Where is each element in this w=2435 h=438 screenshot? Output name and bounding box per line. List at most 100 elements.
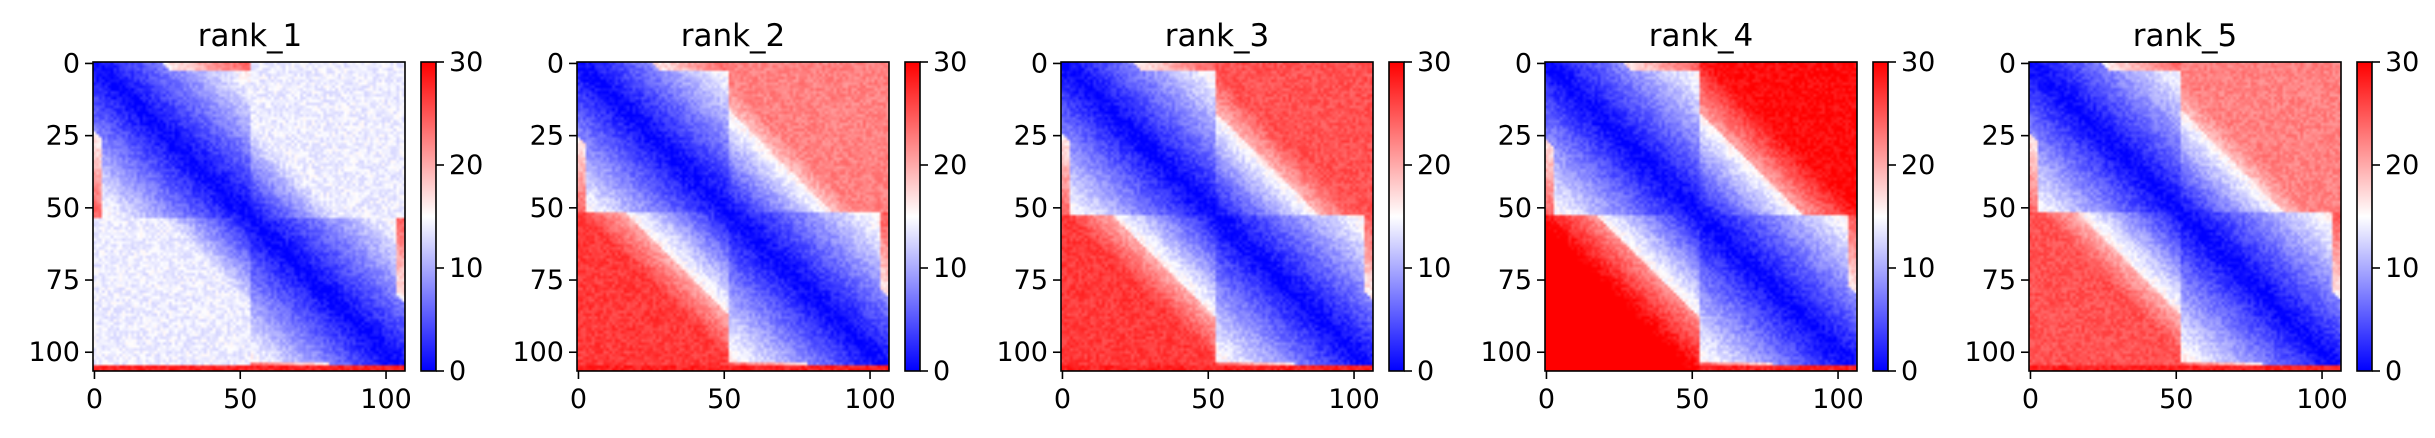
colorbar-tick-label: 20 [2385,150,2419,181]
colorbar-tick-label: 10 [1901,253,1935,284]
colorbar-axis: 0 10 20 30 [436,47,483,387]
colorbar-frame [904,61,921,372]
y-tick-label: 25 [1014,121,1048,152]
y-axis: 0 25 50 75 100 [1480,48,1545,368]
y-tick-label: 50 [1014,193,1048,224]
colorbar-frame [2356,61,2373,372]
colorbar-frame [420,61,437,372]
panel-rank-3: rank_3 0 50 100 0 25 50 75 100 0 10 20 30 [996,18,1451,415]
colorbar-tick-label: 10 [933,253,967,284]
heatmap-image [93,62,405,371]
colorbar-tick-label: 0 [1417,356,1434,387]
colorbar-tick-label: 0 [2385,356,2402,387]
colorbar-tick-label: 30 [933,47,967,78]
y-axis: 0 25 50 75 100 [28,48,93,368]
colorbar-axis: 0 10 20 30 [1404,47,1451,387]
y-tick-label: 75 [1014,265,1048,296]
colorbar [1389,62,1404,371]
x-tick-label: 0 [86,384,103,415]
x-tick-label: 50 [1675,384,1709,415]
y-tick-label: 0 [1999,48,2016,79]
y-tick-label: 100 [512,337,564,368]
y-tick-label: 100 [28,337,80,368]
y-tick-label: 25 [46,121,80,152]
x-tick-label: 0 [1054,384,1071,415]
panel-title: rank_3 [1165,18,1270,54]
y-tick-label: 75 [530,265,564,296]
colorbar-axis: 0 10 20 30 [1888,47,1935,387]
x-tick-label: 100 [360,384,412,415]
y-tick-label: 100 [996,337,1048,368]
y-tick-label: 50 [530,193,564,224]
y-tick-label: 75 [46,265,80,296]
x-axis: 0 50 100 [2022,371,2348,415]
heatmap-image [1545,62,1857,371]
colorbar-axis: 0 10 20 30 [920,47,967,387]
colorbar-tick-label: 10 [2385,253,2419,284]
y-tick-label: 25 [1982,121,2016,152]
colorbar [2357,62,2372,371]
x-axis: 0 50 100 [86,371,412,415]
x-tick-label: 0 [1538,384,1555,415]
y-tick-label: 100 [1480,337,1532,368]
colorbar-tick-label: 20 [449,150,483,181]
colorbar-axis: 0 10 20 30 [2372,47,2419,387]
heatmap-image [2029,62,2341,371]
y-tick-label: 75 [1498,265,1532,296]
y-tick-label: 0 [1031,48,1048,79]
colorbar-tick-label: 0 [1901,356,1918,387]
heatmap-image [1061,62,1373,371]
y-tick-label: 25 [530,121,564,152]
colorbar [421,62,436,371]
y-tick-label: 100 [1964,337,2016,368]
y-tick-label: 50 [1498,193,1532,224]
plot-frame [92,61,406,372]
x-axis: 0 50 100 [1538,371,1864,415]
y-tick-label: 0 [63,48,80,79]
colorbar-tick-label: 30 [449,47,483,78]
panel-title: rank_1 [198,18,303,54]
colorbar-frame [1872,61,1889,372]
panel-title: rank_2 [681,18,786,54]
y-axis: 0 25 50 75 100 [996,48,1061,368]
x-tick-label: 100 [2296,384,2348,415]
colorbar-tick-label: 30 [2385,47,2419,78]
y-tick-label: 50 [46,193,80,224]
colorbar-tick-label: 20 [1417,150,1451,181]
panel-rank-5: rank_5 0 50 100 0 25 50 75 100 0 10 20 30 [1964,18,2419,415]
x-axis: 0 50 100 [1054,371,1380,415]
x-tick-label: 50 [707,384,741,415]
colorbar [905,62,920,371]
x-tick-label: 0 [570,384,587,415]
panel-rank-2: rank_2 0 50 100 0 25 50 75 100 0 10 20 30 [512,18,967,415]
y-tick-label: 0 [547,48,564,79]
x-tick-label: 0 [2022,384,2039,415]
y-tick-label: 25 [1498,121,1532,152]
colorbar-tick-label: 20 [933,150,967,181]
colorbar-tick-label: 0 [449,356,466,387]
x-tick-label: 100 [1812,384,1864,415]
colorbar-tick-label: 20 [1901,150,1935,181]
x-tick-label: 50 [1191,384,1225,415]
x-tick-label: 100 [844,384,896,415]
y-tick-label: 0 [1515,48,1532,79]
x-tick-label: 50 [223,384,257,415]
colorbar-tick-label: 10 [449,253,483,284]
y-tick-label: 75 [1982,265,2016,296]
panel-rank-1: rank_1 0 50 100 0 25 50 75 100 0 10 20 30 [28,18,483,415]
colorbar [1873,62,1888,371]
plot-frame [2028,61,2342,372]
colorbar-tick-label: 0 [933,356,950,387]
plot-frame [576,61,890,372]
panel-title: rank_5 [2133,18,2238,54]
colorbar-tick-label: 10 [1417,253,1451,284]
heatmap-image [577,62,889,371]
panel-title: rank_4 [1649,18,1754,54]
y-tick-label: 50 [1982,193,2016,224]
y-axis: 0 25 50 75 100 [1964,48,2029,368]
plot-frame [1544,61,1858,372]
colorbar-tick-label: 30 [1901,47,1935,78]
colorbar-frame [1388,61,1405,372]
x-axis: 0 50 100 [570,371,896,415]
